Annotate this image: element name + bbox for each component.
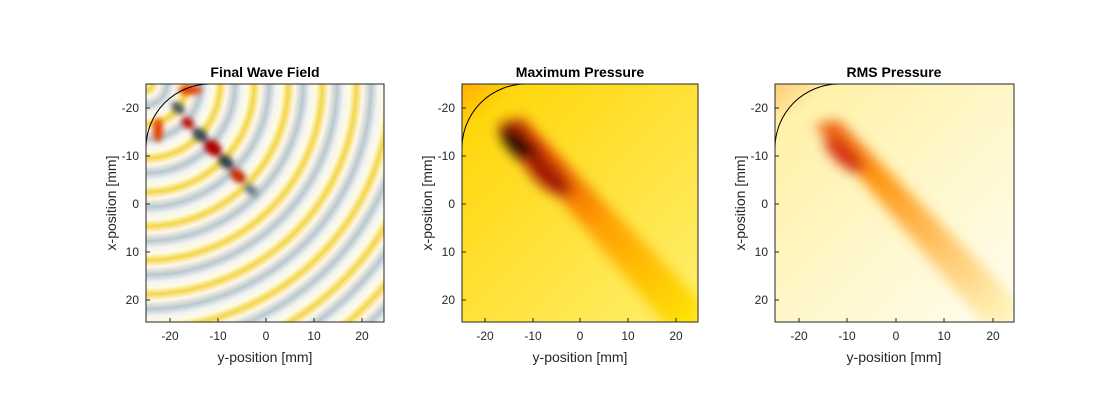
y-axis-label: x-position [mm] bbox=[103, 156, 119, 251]
y-tick-label: 0 bbox=[448, 197, 455, 211]
panel-final-wave-field: -20 -10 0 10 20 -20 -10 0 10 20 Final Wa… bbox=[103, 64, 385, 365]
y-axis-label: x-position [mm] bbox=[732, 156, 748, 251]
y-tick-label: 20 bbox=[755, 293, 769, 307]
x-tick-label: 0 bbox=[577, 329, 584, 343]
y-tick-label: 10 bbox=[442, 245, 456, 259]
x-tick-label: 20 bbox=[669, 329, 683, 343]
y-tick-label: 0 bbox=[132, 197, 139, 211]
y-tick-label: -20 bbox=[751, 101, 769, 115]
y-ticks: -20 -10 0 10 20 bbox=[438, 101, 466, 307]
x-ticks: -20 -10 0 10 20 bbox=[476, 318, 683, 343]
x-tick-label: 10 bbox=[621, 329, 635, 343]
max-pressure-heatmap bbox=[462, 84, 698, 322]
x-axis-label: y-position [mm] bbox=[218, 349, 313, 365]
y-tick-label: 10 bbox=[126, 245, 140, 259]
panel-maximum-pressure: -20 -10 0 10 20 -20 -10 0 10 20 Maximum … bbox=[419, 64, 699, 365]
y-axis-label: x-position [mm] bbox=[419, 156, 435, 251]
plot-frame bbox=[145, 83, 385, 323]
y-ticks: -20 -10 0 10 20 bbox=[751, 101, 779, 307]
plot-frame bbox=[774, 83, 1015, 323]
y-tick-label: 0 bbox=[761, 197, 768, 211]
x-ticks: -20 -10 0 10 20 bbox=[161, 318, 369, 343]
wave-field-heatmap bbox=[146, 84, 384, 322]
y-tick-label: -20 bbox=[438, 101, 456, 115]
x-ticks: -20 -10 0 10 20 bbox=[790, 318, 1000, 343]
x-tick-label: -20 bbox=[790, 329, 808, 343]
y-tick-label: -10 bbox=[122, 149, 140, 163]
y-tick-label: -20 bbox=[122, 101, 140, 115]
x-tick-label: 0 bbox=[893, 329, 900, 343]
x-axis-label: y-position [mm] bbox=[533, 349, 628, 365]
x-tick-label: 10 bbox=[937, 329, 951, 343]
x-tick-label: -20 bbox=[476, 329, 494, 343]
x-tick-label: -10 bbox=[838, 329, 856, 343]
x-tick-label: -10 bbox=[524, 329, 542, 343]
panel-rms-pressure: -20 -10 0 10 20 -20 -10 0 10 20 RMS Pres… bbox=[732, 64, 1015, 365]
x-tick-label: 0 bbox=[263, 329, 270, 343]
x-tick-label: 10 bbox=[307, 329, 321, 343]
x-tick-label: -20 bbox=[161, 329, 179, 343]
y-tick-label: -10 bbox=[751, 149, 769, 163]
x-tick-label: 20 bbox=[355, 329, 369, 343]
panel-title: Final Wave Field bbox=[210, 64, 319, 80]
y-tick-label: 20 bbox=[126, 293, 140, 307]
y-ticks: -20 -10 0 10 20 bbox=[122, 101, 150, 307]
rms-pressure-heatmap bbox=[775, 84, 1014, 322]
y-tick-label: 20 bbox=[442, 293, 456, 307]
panel-title: RMS Pressure bbox=[847, 64, 942, 80]
y-tick-label: 10 bbox=[755, 245, 769, 259]
x-axis-label: y-position [mm] bbox=[847, 349, 942, 365]
x-tick-label: 20 bbox=[986, 329, 1000, 343]
x-tick-label: -10 bbox=[209, 329, 227, 343]
y-tick-label: -10 bbox=[438, 149, 456, 163]
panel-title: Maximum Pressure bbox=[516, 64, 645, 80]
